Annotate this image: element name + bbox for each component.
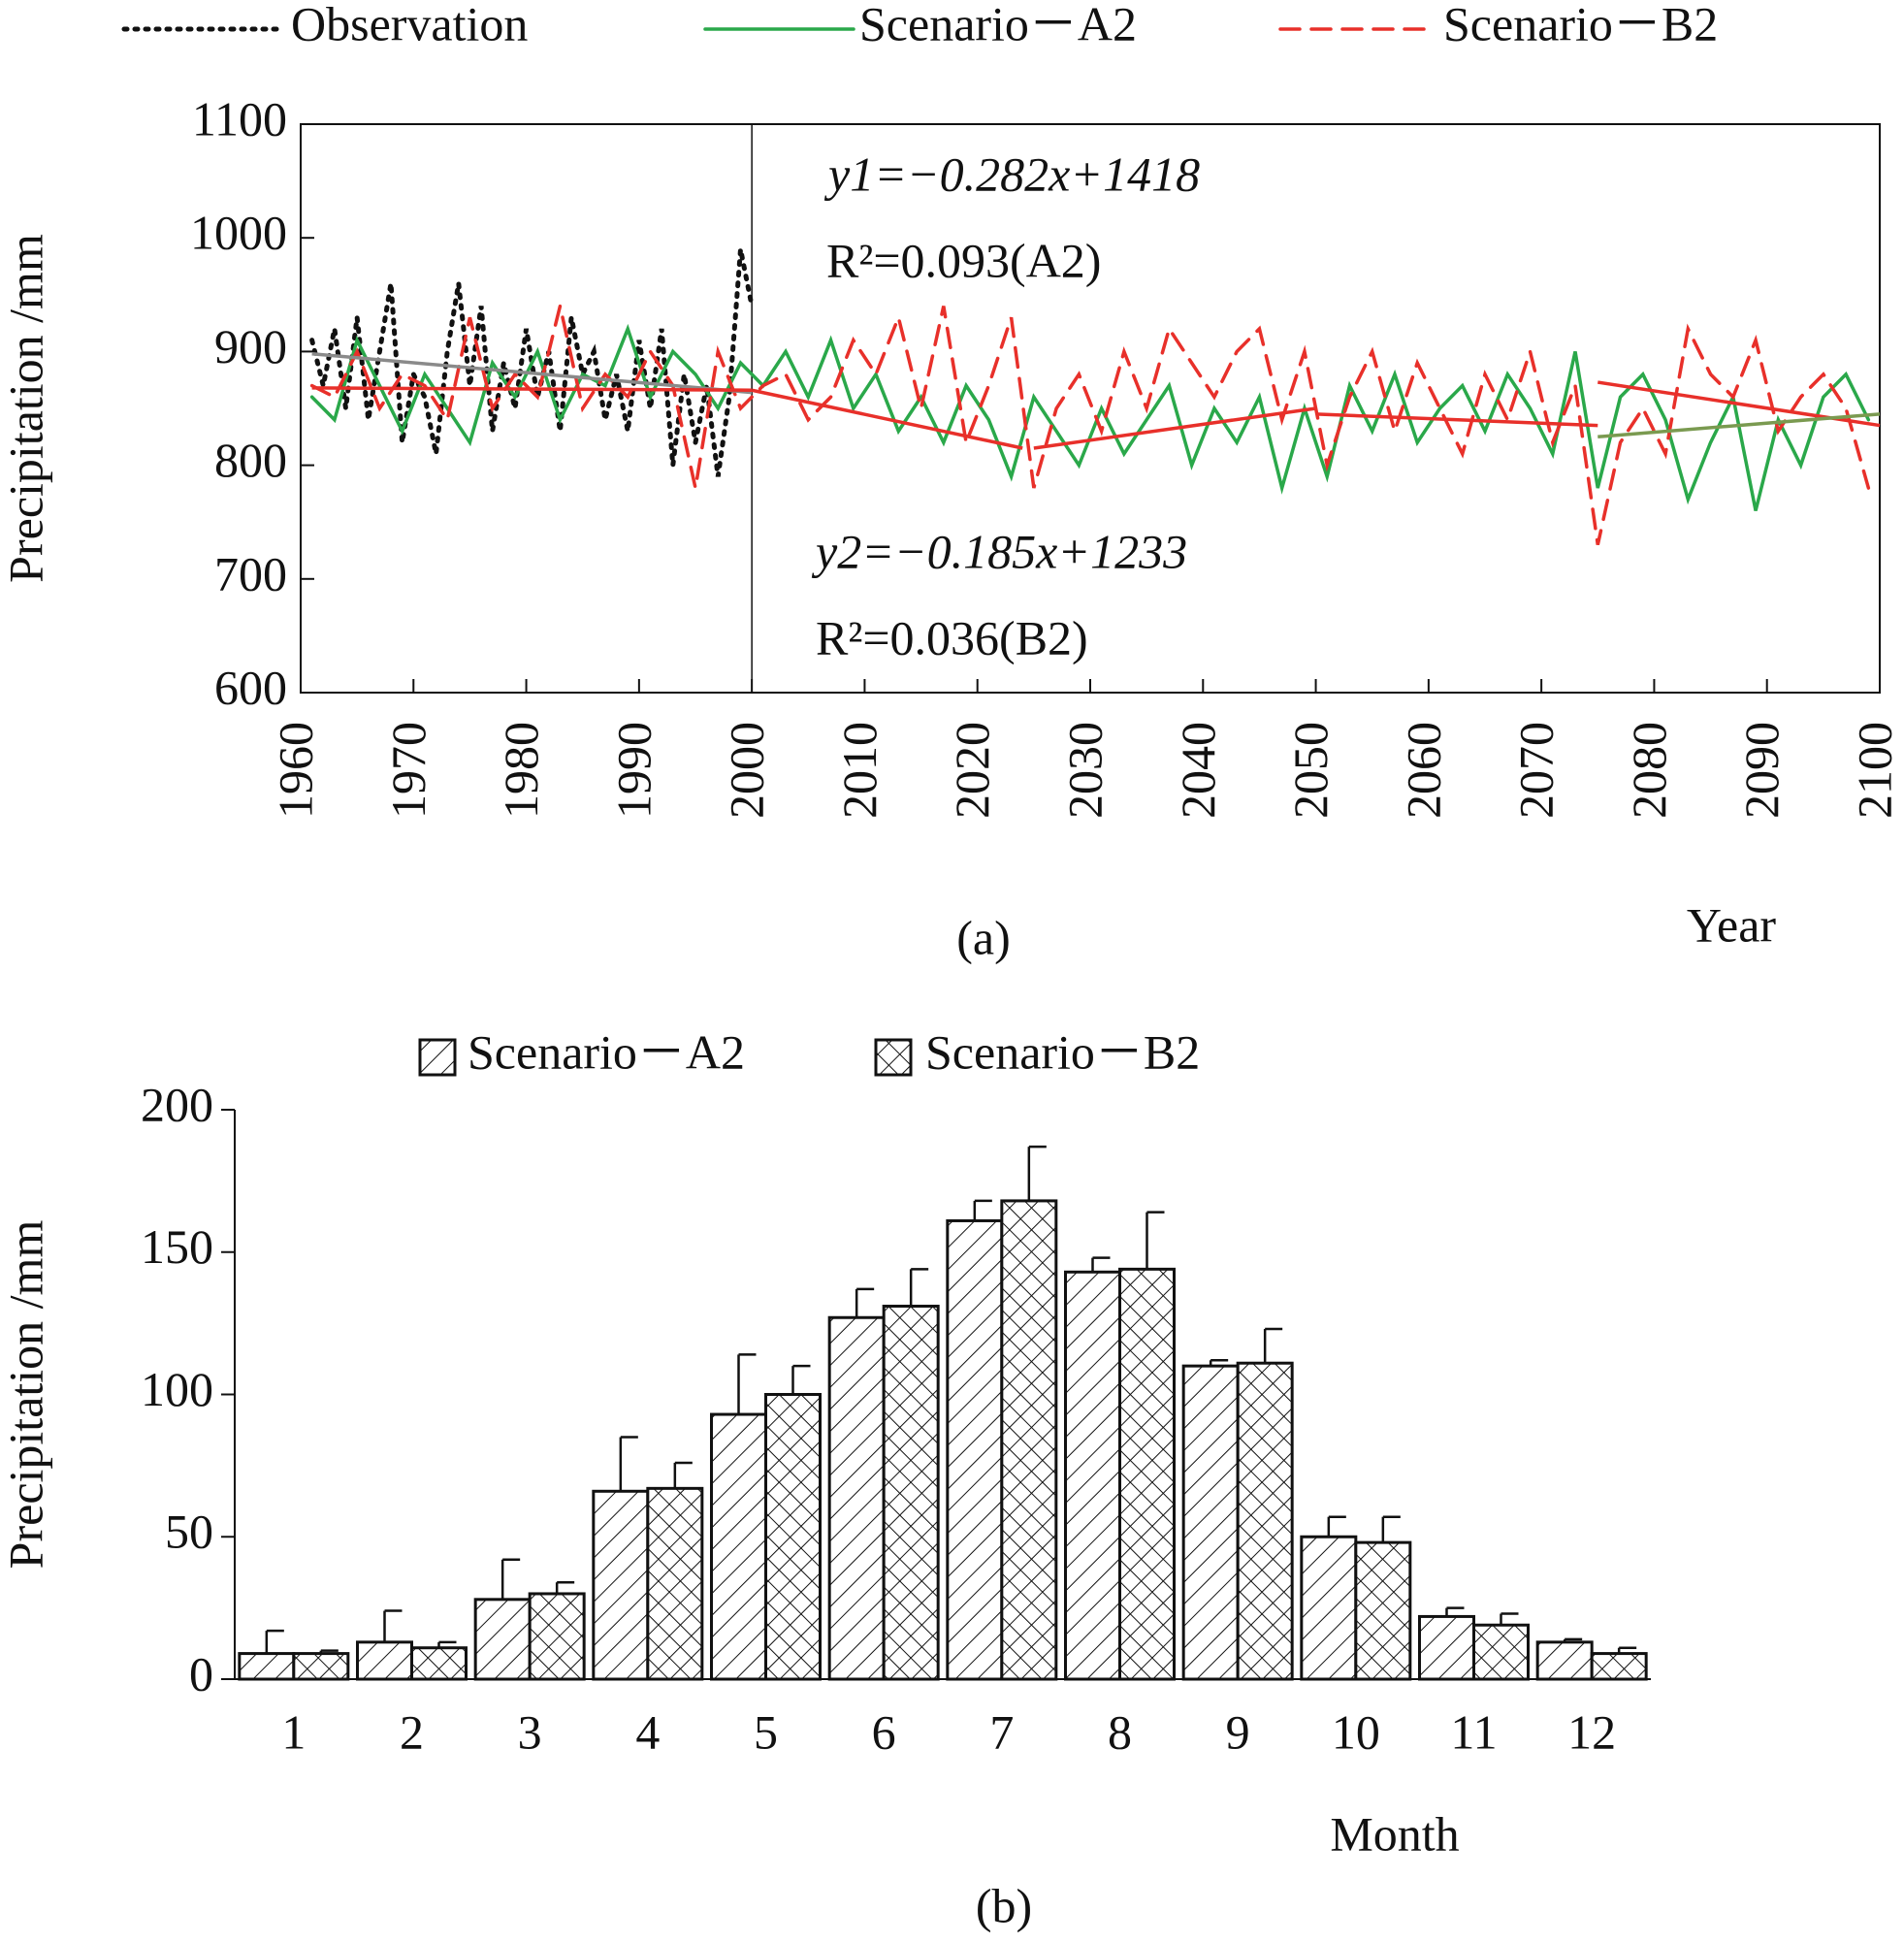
x-tick-label: 2040	[1171, 722, 1225, 819]
x-tick-label: 1990	[606, 722, 661, 819]
x-tick-label: 1980	[494, 722, 548, 819]
y-tick-label: 200	[141, 1077, 213, 1131]
y-tick-label: 700	[214, 546, 287, 600]
bar	[946, 1218, 1004, 1681]
bar	[1535, 1640, 1594, 1681]
x-tick-label: 8	[1108, 1704, 1132, 1759]
y-tick-label: 800	[214, 433, 287, 487]
bar	[292, 1652, 350, 1681]
x-tick-label: 2080	[1622, 722, 1676, 819]
x-tick-label: 5	[754, 1704, 778, 1759]
y-tick-label: 50	[165, 1505, 213, 1559]
trend-line	[751, 388, 1023, 450]
legend-swatch	[418, 1038, 457, 1077]
x-tick-label: 2100	[1847, 722, 1901, 819]
x-axis-label: Year	[1687, 897, 1776, 952]
x-tick-label: 11	[1450, 1704, 1497, 1759]
annotation: R²=0.093(A2)	[826, 233, 1101, 287]
x-tick-label: 1970	[381, 722, 436, 819]
plot-frame	[300, 123, 1881, 694]
bar	[238, 1652, 296, 1681]
bar	[592, 1489, 650, 1681]
x-tick-label: 2090	[1734, 722, 1789, 819]
x-tick-label: 2060	[1396, 722, 1450, 819]
y-tick-label: 0	[189, 1646, 213, 1700]
y-tick-label: 1100	[192, 91, 287, 146]
x-tick-label: 2000	[720, 722, 774, 819]
legend-label: Scenario－A2	[859, 0, 1137, 50]
bar	[528, 1592, 586, 1681]
y-axis-label: Precipitation /mm	[0, 234, 52, 583]
legend-label: Observation	[291, 0, 528, 50]
bar	[646, 1486, 704, 1681]
annotation: y2=−0.185x+1233	[811, 524, 1187, 578]
x-tick-label: 7	[989, 1704, 1014, 1759]
bar	[1300, 1535, 1358, 1681]
bar	[1181, 1364, 1240, 1681]
x-tick-label: 2030	[1057, 722, 1112, 819]
y-tick-label: 1000	[190, 206, 287, 260]
bar	[1064, 1270, 1121, 1681]
bar	[710, 1412, 767, 1681]
x-tick-label: 2050	[1283, 722, 1338, 819]
x-tick-label: 10	[1332, 1704, 1380, 1759]
bar	[1472, 1623, 1530, 1681]
x-tick-label: 2010	[832, 722, 887, 819]
x-tick-label: 9	[1226, 1704, 1250, 1759]
caption: (a)	[956, 910, 1011, 964]
x-tick-label: 2020	[945, 722, 999, 819]
y-tick-label: 600	[214, 660, 287, 714]
bar	[1354, 1540, 1412, 1681]
series-line	[309, 248, 755, 477]
series-line	[309, 323, 1871, 511]
caption: (b)	[976, 1878, 1032, 1932]
bar	[410, 1646, 468, 1681]
legend-label: Scenario－B2	[1443, 0, 1718, 50]
legend-label: Scenario－B2	[925, 1024, 1200, 1079]
x-tick-label: 1	[281, 1704, 306, 1759]
x-axis-label: Month	[1330, 1806, 1459, 1861]
annotation: R²=0.036(B2)	[816, 610, 1088, 664]
bar	[764, 1393, 822, 1681]
axes	[234, 1110, 1651, 1680]
bar	[1000, 1199, 1058, 1681]
trend-line	[1315, 412, 1598, 428]
x-tick-label: 1960	[268, 722, 322, 819]
bar	[882, 1305, 940, 1681]
bar	[356, 1640, 413, 1681]
x-tick-label: 4	[635, 1704, 660, 1759]
x-tick-label: 6	[872, 1704, 896, 1759]
legend-label: Scenario－A2	[468, 1024, 745, 1079]
y-axis-label: Precipitation /mm	[0, 1220, 52, 1570]
series-line	[309, 306, 1871, 546]
x-tick-label: 3	[518, 1704, 542, 1759]
trend-line	[311, 386, 753, 392]
x-tick-label: 2	[400, 1704, 424, 1759]
bar	[1590, 1652, 1648, 1681]
trend-line	[1597, 412, 1881, 439]
x-tick-label: 12	[1567, 1704, 1616, 1759]
y-tick-label: 900	[214, 319, 287, 373]
trend-line	[311, 352, 753, 395]
bar	[473, 1598, 532, 1681]
y-tick-label: 100	[141, 1362, 213, 1416]
y-tick-label: 150	[141, 1219, 213, 1274]
bar	[1418, 1614, 1475, 1681]
trend-line	[1033, 406, 1316, 450]
bar	[1236, 1361, 1294, 1681]
bar	[1118, 1267, 1176, 1681]
bar	[827, 1315, 886, 1681]
annotation: y1=−0.282x+1418	[823, 146, 1200, 201]
x-tick-label: 2070	[1509, 722, 1564, 819]
legend-swatch	[874, 1038, 913, 1077]
